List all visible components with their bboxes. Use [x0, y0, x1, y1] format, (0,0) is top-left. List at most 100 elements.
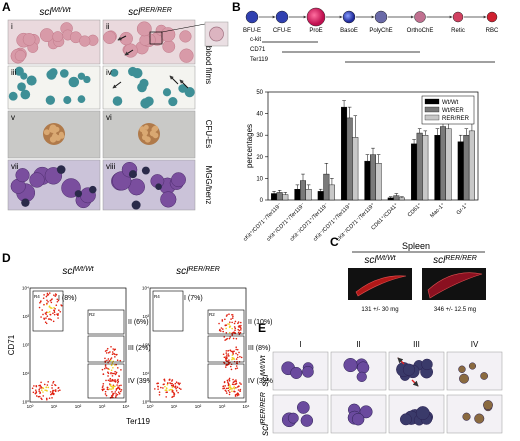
flow-event — [45, 322, 48, 325]
flow-event — [171, 380, 173, 382]
cell — [112, 96, 123, 106]
flow-event — [177, 391, 179, 394]
flow-event — [115, 354, 118, 356]
flow-event — [49, 318, 51, 320]
flow-event — [37, 395, 40, 398]
arrow — [397, 357, 405, 365]
cell — [162, 40, 176, 53]
flow-event — [33, 385, 35, 387]
y-axis-label: percentages — [245, 124, 254, 168]
flow-event — [54, 389, 57, 391]
flow-event — [229, 349, 232, 352]
cell-stage-icon — [414, 11, 426, 23]
flow-event — [106, 349, 108, 352]
cell — [184, 87, 195, 98]
flow-event — [111, 353, 114, 355]
flow-event — [102, 385, 104, 387]
flow-event — [230, 368, 233, 371]
genotype: Wt/Wt — [377, 255, 397, 262]
y-tick-label: 20 — [256, 155, 263, 161]
flow-event — [48, 311, 51, 313]
flow-event — [57, 299, 60, 302]
stage-label: OrthoChE — [407, 28, 434, 34]
flow-event — [107, 372, 110, 375]
y-tick-label: 10¹ — [142, 371, 149, 376]
flow-event — [109, 359, 112, 362]
cell — [160, 27, 176, 42]
cell — [131, 200, 141, 210]
cell — [474, 413, 485, 424]
cell — [139, 34, 151, 46]
cell-stage-icon — [275, 10, 289, 24]
flow-event — [160, 386, 162, 389]
flow-event — [223, 362, 226, 364]
flow-event — [111, 372, 114, 375]
flow-event — [229, 365, 232, 368]
cell — [462, 412, 471, 421]
flow-event — [111, 375, 114, 377]
flow-event — [225, 358, 227, 361]
flow-event — [233, 322, 236, 325]
genotype: RER/RER — [188, 266, 220, 273]
flow-event — [111, 378, 114, 381]
cell — [21, 198, 30, 207]
flow-event — [114, 391, 117, 393]
flow-event — [114, 356, 116, 358]
flow-event — [112, 348, 114, 350]
flow-plot — [29, 287, 127, 403]
flow-event — [108, 360, 111, 362]
flow-event — [103, 367, 106, 370]
flow-event — [57, 314, 59, 317]
x-tick-label: 10⁰ — [27, 404, 34, 409]
flow-event — [105, 394, 108, 397]
flow-event — [104, 364, 107, 367]
marker-label: Ter119 — [250, 57, 269, 63]
cell — [52, 31, 64, 42]
flow-event — [227, 349, 230, 352]
flow-event — [166, 382, 169, 385]
flow-event — [110, 369, 113, 372]
gate-I — [152, 290, 184, 332]
flow-event — [227, 323, 229, 325]
error-bar — [400, 196, 404, 198]
bar — [346, 117, 353, 201]
stage-label: BasoE — [340, 28, 358, 34]
bar — [352, 137, 359, 201]
flow-event — [52, 380, 55, 383]
flow-event — [239, 321, 242, 324]
flow-event — [45, 317, 47, 319]
flow-event — [229, 336, 231, 338]
column-label: IV — [471, 340, 479, 349]
legend-label: Wt/RER — [442, 108, 464, 114]
flow-event — [56, 300, 59, 303]
flow-event — [111, 391, 113, 393]
flow-event — [40, 387, 43, 389]
flow-event — [237, 393, 239, 395]
flow-event — [59, 389, 61, 392]
x-tick-label: 10² — [195, 404, 202, 409]
region-label: R2 — [89, 312, 95, 317]
y-tick-label: 10³ — [22, 314, 29, 319]
flow-event — [236, 367, 239, 369]
flow-event — [225, 350, 228, 352]
flow-event — [228, 355, 230, 357]
cell — [17, 82, 26, 92]
flow-event — [55, 294, 58, 296]
error-bar — [464, 128, 469, 136]
gate — [87, 309, 125, 335]
flow-event — [40, 389, 43, 391]
flow-event — [224, 318, 226, 321]
y-tick-label: 50 — [256, 90, 263, 96]
flow-event — [50, 307, 52, 309]
tile-numeral: vii — [11, 162, 19, 171]
gate-label: IV (39%) — [128, 378, 155, 385]
flow-event — [235, 382, 237, 385]
arrow — [169, 75, 179, 85]
cell-stage-icon — [342, 10, 356, 24]
flow-event — [226, 381, 229, 383]
cell — [74, 190, 83, 198]
flow-event — [230, 318, 232, 320]
flow-event — [231, 383, 234, 386]
bar — [468, 130, 475, 201]
flow-event — [52, 320, 55, 323]
